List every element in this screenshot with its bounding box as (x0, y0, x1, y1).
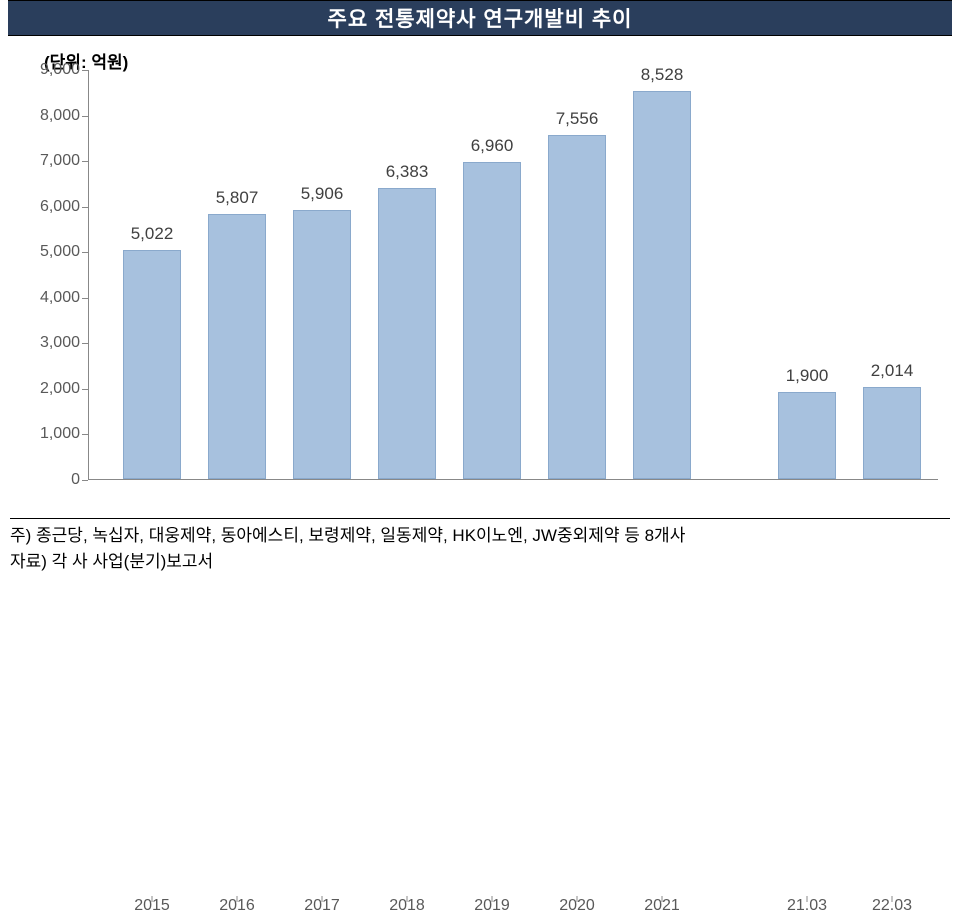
x-category-label: 2021 (633, 897, 691, 915)
y-tick-label: 5,000 (40, 243, 80, 261)
x-tick-mark (237, 896, 238, 902)
y-tick-mark (82, 343, 88, 344)
plot-area: 5,02220155,80720165,90620176,38320186,96… (88, 70, 938, 480)
chart-area: 0 1,000 2,000 3,000 4,000 5,000 6,000 7,000 8,00… (18, 70, 948, 510)
chart-title-bar: 주요 전통제약사 연구개발비 추이 (8, 0, 952, 36)
bar-value-label: 7,556 (556, 109, 599, 129)
bar (208, 214, 266, 479)
x-tick-mark (322, 896, 323, 902)
y-tick-mark (82, 389, 88, 390)
y-axis: 01,0002,0003,0004,0005,0006,0007,0008,00… (18, 70, 88, 480)
bar-value-label: 6,383 (386, 162, 429, 182)
x-tick-mark (492, 896, 493, 902)
footnote-line-1: 주) 종근당, 녹십자, 대웅제약, 동아에스티, 보령제약, 일동제약, HK… (10, 523, 950, 549)
y-tick-label: 8,000 (40, 107, 80, 125)
y-tick-mark (82, 207, 88, 208)
y-tick-label: 3,000 (40, 334, 80, 352)
x-tick-mark (152, 896, 153, 902)
y-tick-label: 9,000 (40, 61, 80, 79)
x-tick-mark (577, 896, 578, 902)
y-tick-mark (82, 252, 88, 253)
y-tick-label: 1,000 (40, 425, 80, 443)
y-tick-mark (82, 434, 88, 435)
y-tick-label: 0 (71, 471, 80, 489)
bar (378, 188, 436, 479)
bars-layer: 5,02220155,80720165,90620176,38320186,96… (89, 70, 938, 479)
x-category-label: 21.03 (778, 897, 836, 915)
footnotes: 주) 종근당, 녹십자, 대웅제약, 동아에스티, 보령제약, 일동제약, HK… (10, 518, 950, 574)
bar-value-label: 6,960 (471, 136, 514, 156)
y-tick-mark (82, 161, 88, 162)
y-tick-mark (82, 298, 88, 299)
x-category-label: 22.03 (863, 897, 921, 915)
bar-value-label: 2,014 (871, 361, 914, 381)
y-tick-mark (82, 70, 88, 71)
bar-value-label: 5,807 (216, 188, 259, 208)
bar (548, 135, 606, 479)
bar-value-label: 1,900 (786, 366, 829, 386)
bar (293, 210, 351, 479)
bar-value-label: 5,906 (301, 184, 344, 204)
x-category-label: 2019 (463, 897, 521, 915)
x-category-label: 2017 (293, 897, 351, 915)
x-category-label: 2018 (378, 897, 436, 915)
bar-value-label: 5,022 (131, 224, 174, 244)
x-tick-mark (407, 896, 408, 902)
footnote-line-2: 자료) 각 사 사업(분기)보고서 (10, 549, 950, 575)
x-category-label: 2015 (123, 897, 181, 915)
bar (778, 392, 836, 479)
y-tick-label: 6,000 (40, 198, 80, 216)
x-tick-mark (807, 896, 808, 902)
y-tick-mark (82, 480, 88, 481)
bar-value-label: 8,528 (641, 65, 684, 85)
bar (123, 250, 181, 479)
chart-container: 주요 전통제약사 연구개발비 추이 (단위: 억원) 01,0002,0003,… (0, 0, 960, 592)
chart-title: 주요 전통제약사 연구개발비 추이 (328, 3, 633, 33)
y-tick-label: 4,000 (40, 289, 80, 307)
y-tick-mark (82, 116, 88, 117)
bar (463, 162, 521, 479)
x-tick-mark (662, 896, 663, 902)
bar (633, 91, 691, 479)
x-tick-mark (892, 896, 893, 902)
y-tick-label: 7,000 (40, 152, 80, 170)
y-tick-label: 2,000 (40, 380, 80, 398)
x-category-label: 2016 (208, 897, 266, 915)
bar (863, 387, 921, 479)
x-category-label: 2020 (548, 897, 606, 915)
